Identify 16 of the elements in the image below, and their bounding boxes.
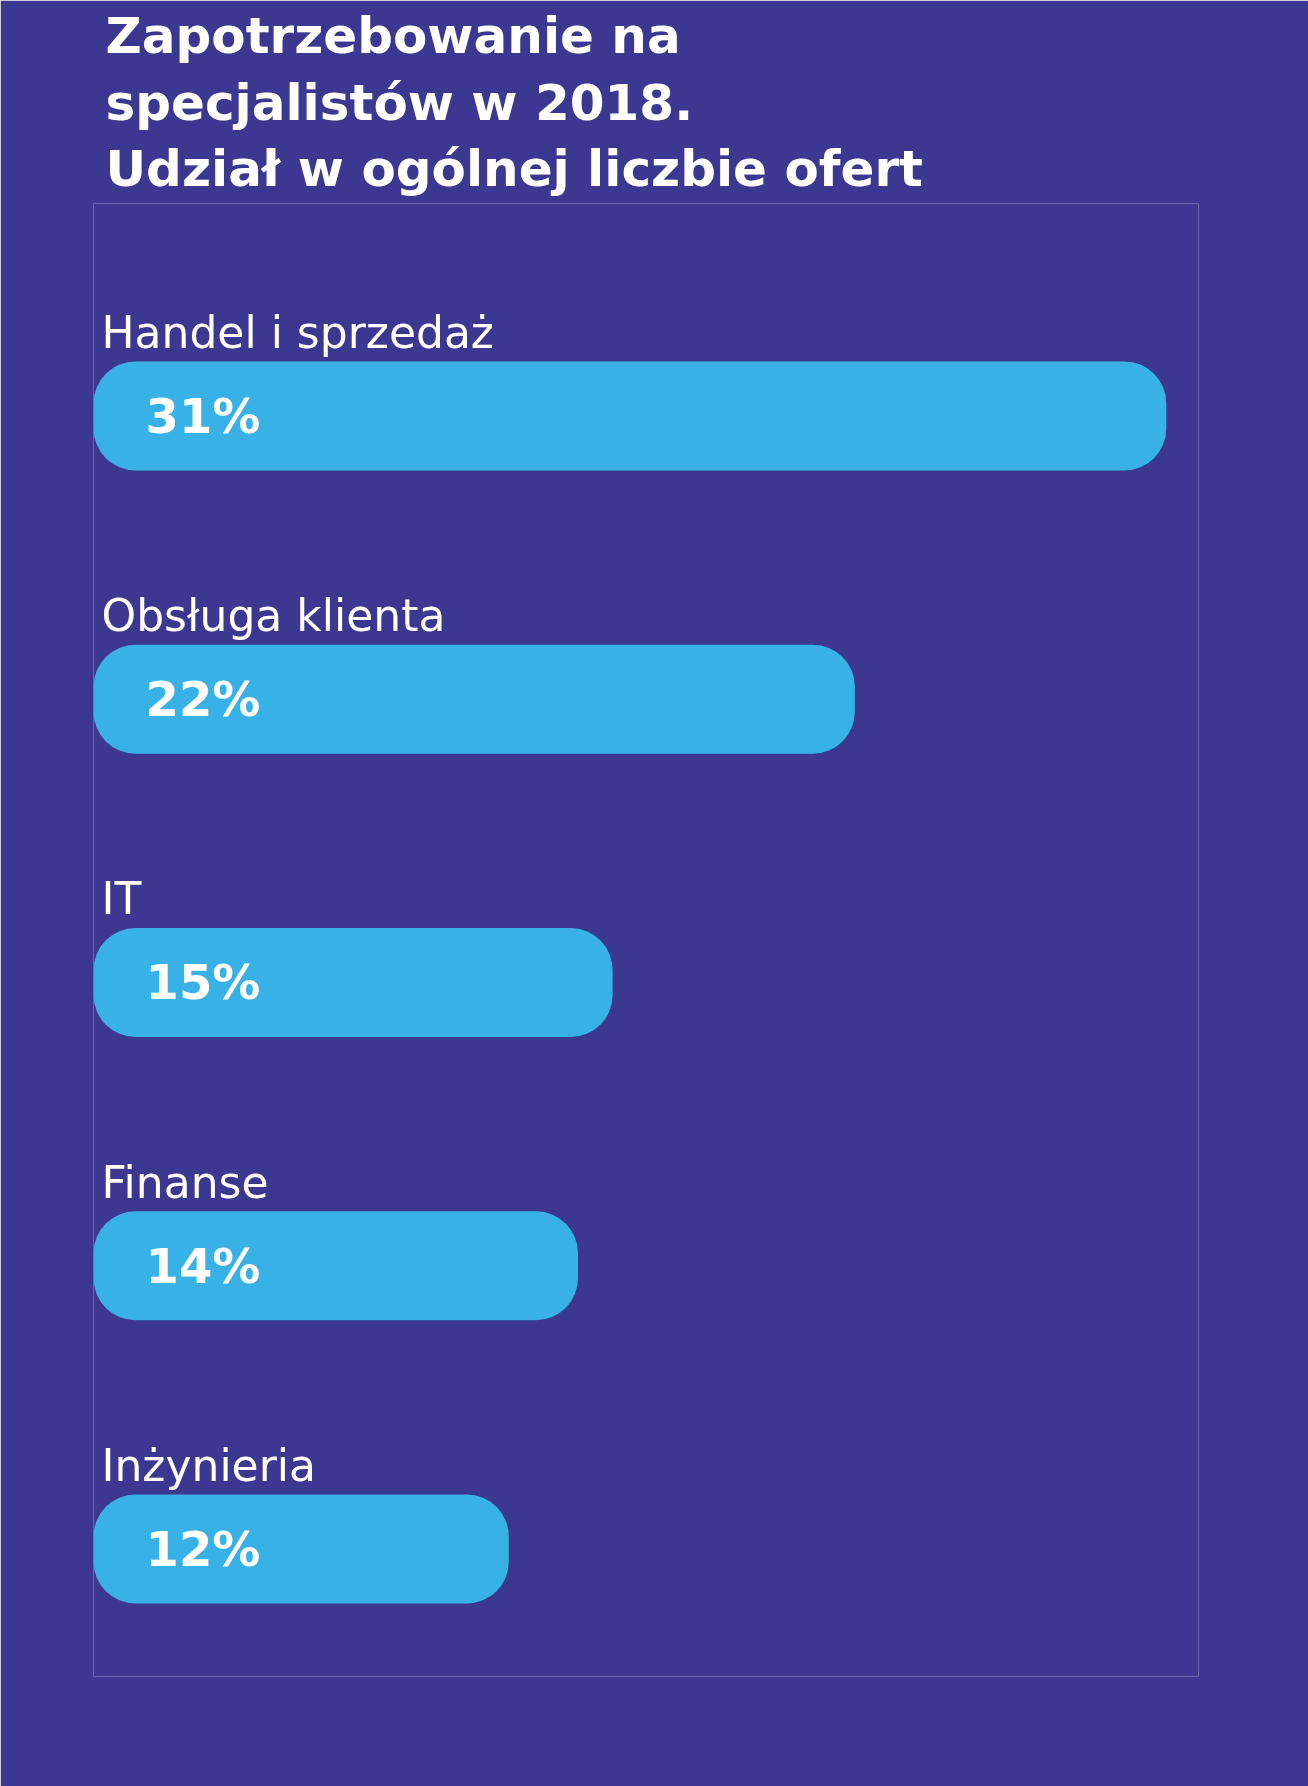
y-tick-label: Inżynieria — [101, 1440, 316, 1492]
data-label: 14% — [145, 1237, 261, 1294]
data-label: 31% — [145, 387, 261, 444]
y-tick-label: IT — [101, 873, 142, 925]
y-tick-label: Obsługa klienta — [101, 590, 446, 642]
y-tick-label: Handel i sprzedaż — [101, 306, 494, 358]
bar — [93, 361, 1167, 471]
bar — [93, 644, 855, 754]
data-label: 12% — [145, 1521, 261, 1578]
bar — [93, 927, 613, 1038]
bar — [93, 1494, 509, 1604]
y-tick-label: Finanse — [101, 1156, 269, 1208]
data-label: 22% — [145, 671, 261, 728]
data-label: 15% — [145, 954, 261, 1011]
bar — [93, 1211, 578, 1321]
chart-title: Zapotrzebowanie na specjalistów w 2018. Udział w ogólnej liczbie ofert — [105, 7, 923, 199]
